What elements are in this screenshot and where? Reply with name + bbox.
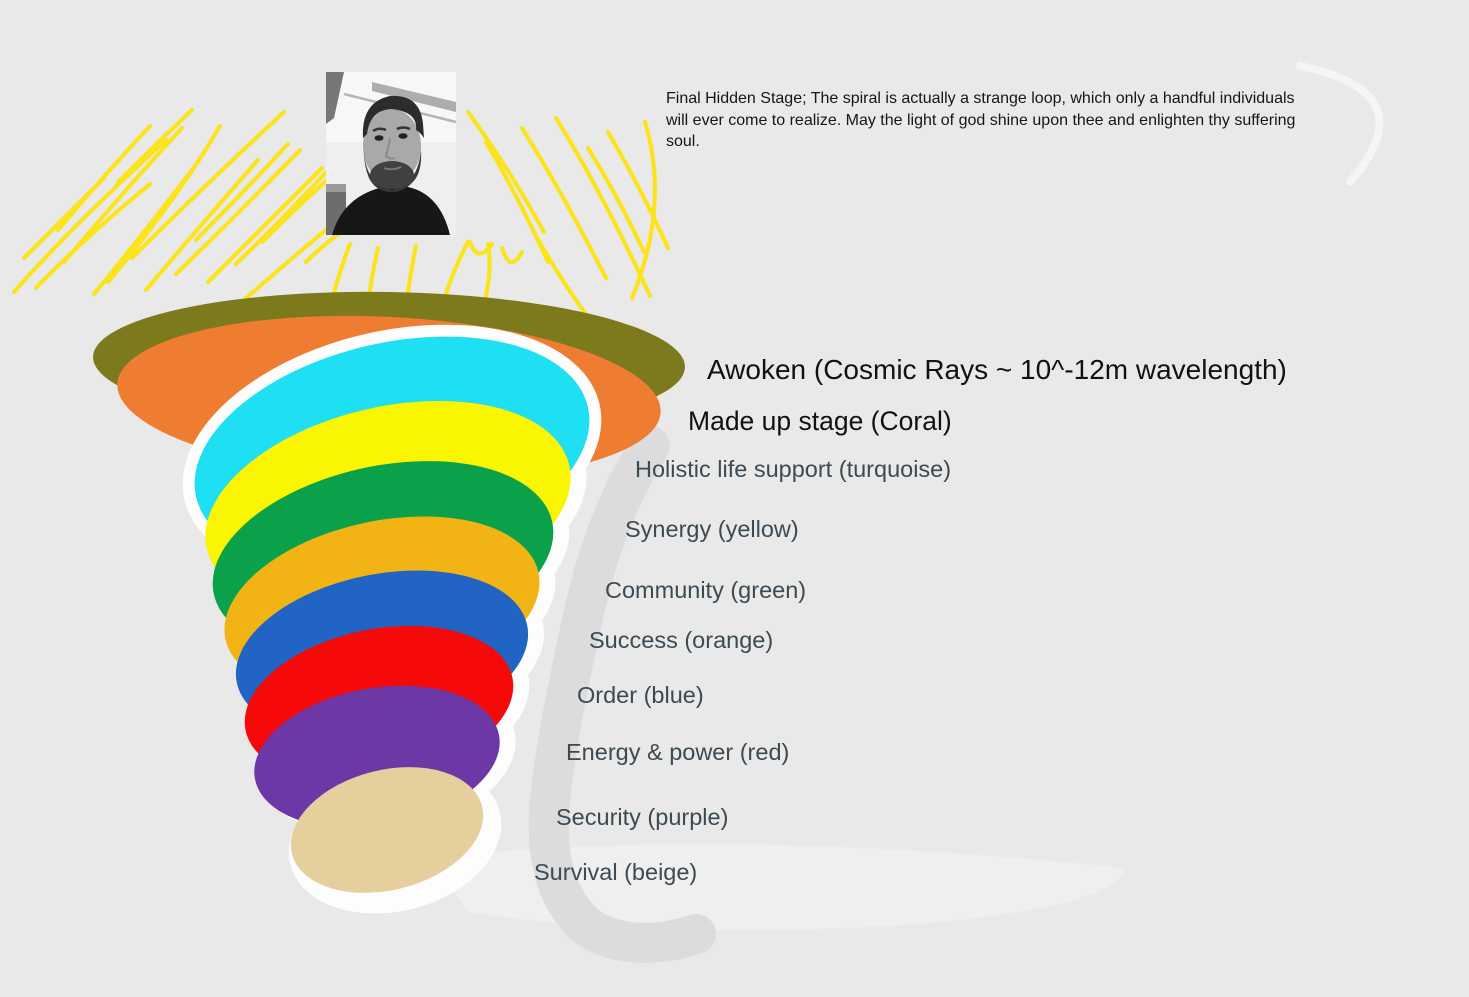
- stage-label-energy: Energy & power (red): [566, 739, 790, 765]
- portrait-brow-left: [372, 127, 387, 133]
- annotation-text: Final Hidden Stage; The spiral is actual…: [666, 90, 1296, 150]
- sun-ray: [11, 137, 169, 295]
- portrait-brow-right: [396, 126, 411, 131]
- sun-ray: [585, 145, 647, 255]
- bottom-light-band: [430, 844, 1125, 931]
- portrait-eye-left: [374, 135, 384, 141]
- stage-label-awoken: Awoken (Cosmic Rays ~ 10^-12m wavelength…: [707, 354, 1287, 385]
- sun-ray: [467, 239, 495, 256]
- sun-ray: [499, 245, 525, 265]
- portrait-radiator-top: [326, 184, 346, 192]
- sun-ray: [115, 107, 195, 185]
- portrait-eye-right: [398, 133, 408, 139]
- portrait-mouth: [383, 166, 402, 171]
- portrait-nose: [384, 137, 396, 160]
- sun-ray: [553, 115, 653, 299]
- sun-ray: [33, 181, 153, 291]
- sun-ray: [193, 141, 291, 243]
- stage-label-success: Success (orange): [589, 627, 774, 653]
- sun-ray: [329, 241, 353, 303]
- sun-ray: [61, 125, 185, 265]
- sun-ray: [533, 233, 593, 323]
- stage-label-order: Order (blue): [577, 682, 704, 708]
- portrait-photo: [326, 72, 457, 235]
- stage-label-synergy: Synergy (yellow): [625, 516, 799, 542]
- portrait-corner-shadow: [326, 72, 344, 124]
- sun-ray: [629, 119, 657, 301]
- shadow-swoosh: [528, 426, 716, 963]
- stage-label-security: Security (purple): [556, 804, 729, 830]
- sun-ray: [105, 123, 223, 285]
- sun-ray: [605, 129, 671, 251]
- sun-ray: [21, 175, 107, 261]
- sun-ray: [173, 147, 303, 277]
- spiral-band-beige: [290, 767, 484, 893]
- sun-ray: [519, 125, 609, 281]
- spiral-funnel: [93, 291, 685, 914]
- sun-ray: [205, 165, 325, 285]
- portrait-hair: [362, 95, 424, 138]
- portrait-shirt: [332, 185, 450, 235]
- sun-ray: [129, 109, 287, 261]
- portrait-beard-mass: [370, 161, 414, 189]
- stage-label-made-up: Made up stage (Coral): [688, 406, 952, 436]
- sun-ray: [441, 239, 471, 303]
- sun-ray: [233, 163, 335, 267]
- stage-label-community: Community (green): [605, 577, 807, 603]
- sun-ray: [465, 109, 547, 235]
- sun-ray: [143, 157, 261, 293]
- portrait-ceiling-beam: [372, 82, 456, 112]
- stage-label-survival: Survival (beige): [534, 859, 698, 885]
- faint-arc: [1296, 62, 1384, 186]
- stage-label-holistic: Holistic life support (turquoise): [635, 456, 952, 482]
